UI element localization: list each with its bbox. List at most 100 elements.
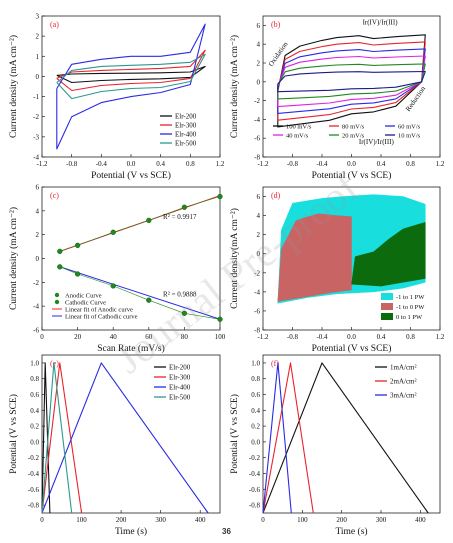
x-tick-label: -1.2 <box>257 160 269 168</box>
x-tick-label: -0.8 <box>66 160 78 168</box>
panel-letter: (c) <box>50 191 59 200</box>
legend-label: 0 to 1 PW <box>396 314 423 321</box>
y-tick-label: -0.2 <box>28 454 40 462</box>
y-tick-label: 0.6 <box>251 391 260 399</box>
x-tick-label: 0.8 <box>406 333 415 341</box>
x-tick-label: 1.2 <box>436 160 445 168</box>
x-tick-label: 60 <box>145 333 153 341</box>
annotation: Oxidation <box>267 40 290 68</box>
x-axis-label: Time (s) <box>115 526 147 537</box>
y-tick-label: 0.8 <box>251 375 260 383</box>
x-tick-label: -0.4 <box>96 160 108 168</box>
panel-letter: (f) <box>271 359 279 368</box>
y-tick-label: 4 <box>257 212 261 220</box>
x-tick-label: -0.8 <box>287 333 299 341</box>
x-tick-label: 300 <box>376 516 387 524</box>
panel-b: -1.2 -0.8 -0.4 0.0 0.4 0.8 1.2 -8 -6 -4 -2 0 2 4 6 Pote… <box>229 15 445 181</box>
legend-label: 60 mV/s <box>398 124 421 131</box>
legend-label: -1 to 1 PW <box>396 294 425 301</box>
y-tick-label: 0 <box>257 250 261 258</box>
legend-label: Elr-400 <box>175 131 197 139</box>
legend-label: Anodic Curve <box>65 293 102 300</box>
gcd-curve <box>262 362 292 514</box>
gcd-curve <box>262 362 314 514</box>
gcd-curve <box>41 362 51 514</box>
y-tick-label: -0.2 <box>249 454 261 462</box>
panel-letter: (b) <box>271 20 281 29</box>
gcd-curve <box>41 362 83 514</box>
y-tick-label: 1 <box>36 53 40 61</box>
cv-curve <box>277 34 426 128</box>
gcd-curve <box>262 362 429 514</box>
y-axis-label: Potential (V vs SCE) <box>8 394 19 474</box>
legend-label: Elr-300 <box>169 374 191 382</box>
y-axis-label: Current density (mA cm⁻²) <box>8 207 19 310</box>
y-tick-label: -1 <box>33 93 39 101</box>
r2-label: R² = 0.9917 <box>163 213 197 221</box>
legend-label: 40 mV/s <box>286 133 309 140</box>
area-region <box>351 221 426 287</box>
x-axis-label: Potential (V vs SCE) <box>91 170 171 181</box>
y-tick-label: 0.0 <box>251 438 260 446</box>
cv-curve <box>277 63 426 100</box>
y-axis-label: Current density (mA cm⁻²) <box>229 35 240 138</box>
legend-label: -1 to 0 PW <box>396 304 425 311</box>
x-tick-label: -0.4 <box>316 333 328 341</box>
y-tick-label: -0.6 <box>249 486 261 494</box>
x-tick-label: 400 <box>415 516 426 524</box>
cv-curve <box>56 53 206 100</box>
gcd-curve <box>41 362 209 514</box>
cv-curve <box>277 48 426 114</box>
legend-label: Linear fit of Anodic curve <box>65 307 133 314</box>
series-line <box>59 196 221 252</box>
legend-label: 80 mV/s <box>342 124 365 131</box>
x-axis-label: Scan Rate (mV/s) <box>97 343 165 354</box>
y-tick-label: -6 <box>33 327 39 335</box>
cv-curve <box>56 23 206 150</box>
y-tick-label: -0.8 <box>28 502 40 510</box>
y-tick-label: 4 <box>257 41 261 49</box>
legend-label: Elr-400 <box>169 384 191 392</box>
y-tick-label: 1.0 <box>30 359 39 367</box>
panel-f: 0 100 200 300 400 -0.8 -0.6 -0.4 -0.2 0.0 0.2 0.4 0.… <box>229 354 441 537</box>
y-tick-label: 6 <box>257 193 261 201</box>
x-tick-label: 0.0 <box>347 160 356 168</box>
y-tick-label: -4 <box>33 154 39 162</box>
x-tick-label: -0.4 <box>316 160 328 168</box>
panel-e: 0 100 200 300 400 -0.8 -0.6 -0.4 -0.2 0.0 0.2 0.4 0.… <box>8 354 221 537</box>
y-tick-label: 2 <box>36 231 40 239</box>
legend-label: 3mA/cm² <box>390 392 417 400</box>
legend-label: Elr-500 <box>169 394 191 402</box>
x-tick-label: 80 <box>181 333 189 341</box>
legend-swatch <box>381 293 393 300</box>
legend-label: Cathodic Curve <box>65 300 106 307</box>
panel-letter: (a) <box>50 20 59 29</box>
y-tick-label: -0.6 <box>28 486 40 494</box>
legend-marker <box>54 299 60 305</box>
x-tick-label: 400 <box>195 516 206 524</box>
y-tick-label: 2 <box>36 33 40 41</box>
y-tick-label: -0.4 <box>249 470 261 478</box>
y-tick-label: 2 <box>257 231 261 239</box>
y-tick-label: 0 <box>257 78 261 86</box>
cv-curve <box>277 55 426 108</box>
legend-swatch <box>381 313 393 320</box>
y-tick-label: 0.0 <box>30 438 39 446</box>
legend-label: 1mA/cm² <box>390 364 417 372</box>
x-tick-label: 1.2 <box>216 160 225 168</box>
cv-curve <box>277 41 426 121</box>
y-tick-label: 0.2 <box>30 423 39 431</box>
plot-frame <box>41 354 221 514</box>
y-tick-label: 2 <box>257 60 261 68</box>
x-tick-label: 1.2 <box>436 333 445 341</box>
panel-letter: (e) <box>50 359 59 368</box>
y-tick-label: 6 <box>257 22 261 30</box>
y-axis-label: Current density(mA cm⁻²) <box>229 208 240 309</box>
x-tick-label: 100 <box>215 333 226 341</box>
x-tick-label: 0.8 <box>406 160 415 168</box>
legend-marker <box>54 292 60 298</box>
legend-label: Elr-500 <box>175 140 197 148</box>
cv-curve <box>277 70 426 93</box>
x-tick-label: 0 <box>40 333 44 341</box>
y-tick-label: -6 <box>254 135 260 143</box>
